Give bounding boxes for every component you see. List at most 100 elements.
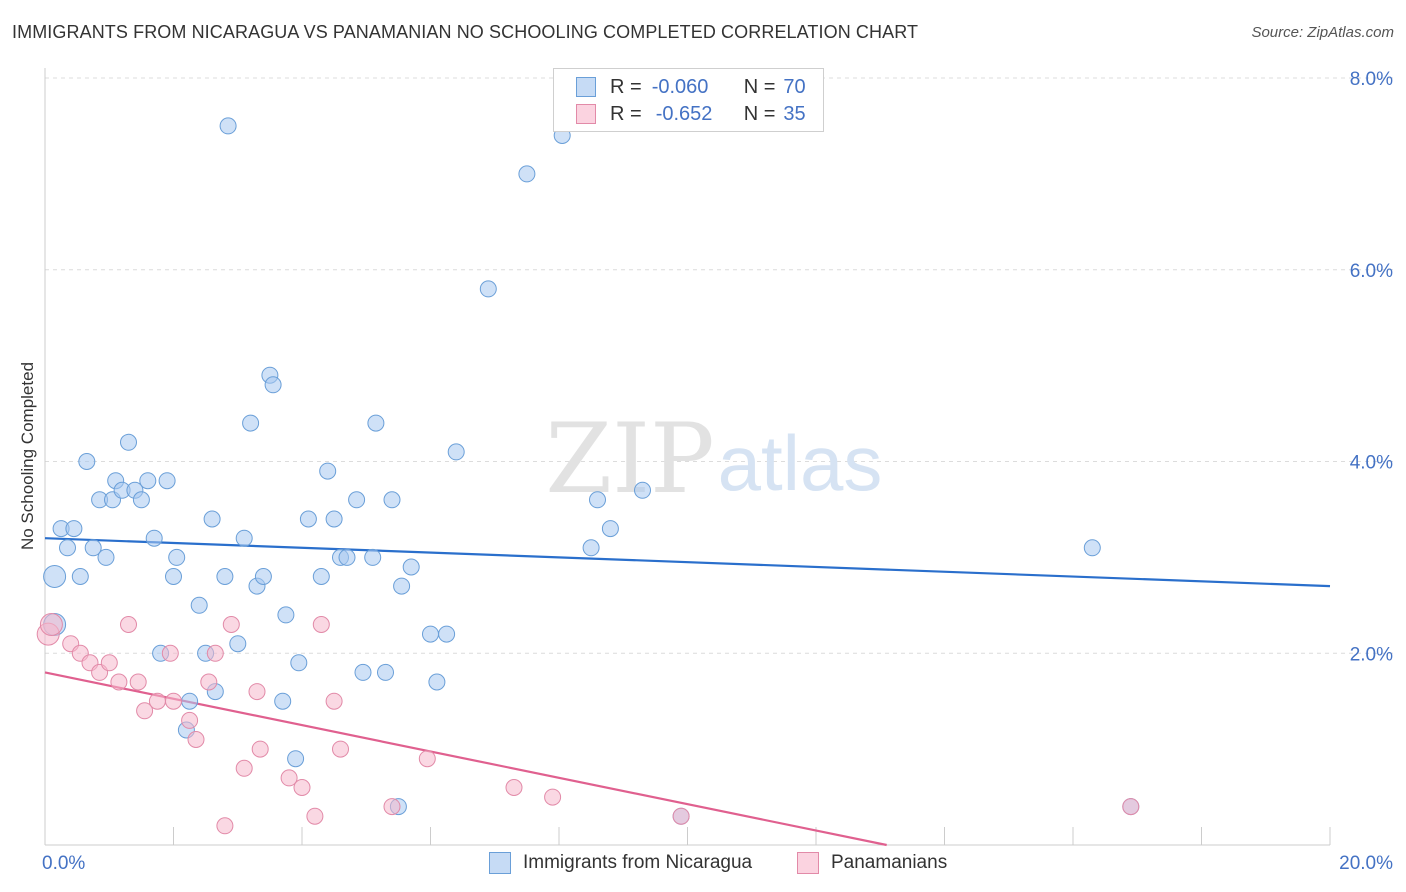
point-nicaragua [364, 548, 382, 566]
point-panamanians [216, 817, 234, 835]
point-nicaragua [97, 548, 115, 566]
correlation-legend: R = -0.060 N = 70 R = -0.652 N = 35 [553, 68, 824, 132]
point-nicaragua [601, 520, 619, 538]
point-nicaragua [447, 443, 465, 461]
point-nicaragua [216, 568, 234, 585]
chart-title: IMMIGRANTS FROM NICARAGUA VS PANAMANIAN … [12, 22, 919, 42]
point-nicaragua [158, 472, 176, 490]
point-nicaragua [589, 491, 606, 509]
point-panamanians [222, 616, 240, 633]
point-panamanians [505, 779, 523, 796]
point-panamanians [206, 644, 224, 662]
point-panamanians [251, 740, 269, 758]
trend-line-nicaragua [44, 537, 1331, 588]
point-panamanians [325, 692, 343, 710]
legend-label-panamanians: Panamanians [831, 852, 948, 873]
point-nicaragua [120, 433, 137, 451]
point-panamanians [248, 683, 266, 701]
point-nicaragua [518, 165, 536, 183]
data-points [36, 117, 1140, 835]
point-nicaragua [312, 568, 330, 585]
legend-label-nicaragua: Immigrants from Nicaragua [523, 852, 753, 873]
point-panamanians [312, 616, 330, 633]
point-panamanians [100, 654, 118, 672]
point-panamanians [293, 779, 311, 796]
point-nicaragua [274, 692, 292, 710]
point-panamanians [161, 644, 179, 662]
legend-r-label: R = [610, 75, 642, 98]
point-nicaragua [634, 481, 651, 499]
point-panamanians [383, 798, 401, 816]
point-nicaragua [59, 539, 76, 557]
legend-swatch-blue [576, 77, 596, 97]
point-panamanians [148, 692, 166, 710]
point-nicaragua [582, 539, 600, 557]
point-nicaragua [71, 568, 89, 585]
point-panamanians [672, 807, 690, 825]
point-nicaragua [383, 491, 401, 509]
point-nicaragua [438, 625, 456, 643]
legend-swatch-blue [489, 852, 511, 874]
point-nicaragua [277, 606, 295, 624]
point-panamanians [280, 769, 298, 787]
point-nicaragua [348, 491, 366, 509]
point-panamanians [165, 692, 182, 710]
point-panamanians [129, 673, 147, 691]
point-panamanians [120, 616, 137, 633]
point-panamanians [181, 711, 199, 729]
point-nicaragua [43, 565, 67, 588]
axes [44, 68, 1331, 846]
x-tick-label: 20.0% [1339, 853, 1393, 874]
point-panamanians [332, 740, 349, 758]
point-nicaragua [479, 280, 497, 298]
point-panamanians [306, 807, 324, 825]
legend-n-label: N = [743, 75, 776, 98]
legend-r-value: -0.060 [651, 75, 709, 98]
legend-item-nicaragua: Immigrants from Nicaragua [489, 852, 752, 874]
point-nicaragua [354, 663, 372, 681]
point-nicaragua [190, 596, 208, 614]
legend-swatch-pink [797, 852, 819, 874]
y-tick-label: 2.0% [1350, 644, 1393, 665]
point-nicaragua [319, 462, 337, 480]
point-nicaragua [132, 491, 150, 509]
point-panamanians [200, 673, 218, 691]
point-panamanians [110, 673, 128, 691]
watermark-atlas: atlas [718, 419, 883, 507]
legend-n-value: 70 [783, 75, 806, 98]
watermark-zip: ZIP [545, 403, 714, 515]
point-nicaragua [393, 577, 411, 595]
legend-item-panamanians: Panamanians [797, 852, 947, 874]
legend-n-label: N = [743, 102, 776, 125]
y-axis-label: No Schooling Completed [18, 362, 37, 550]
legend-row-nicaragua: R = -0.060 N = 70 [576, 74, 806, 100]
legend-row-panamanians: R = -0.652 N = 35 [576, 101, 806, 127]
point-panamanians [1122, 798, 1140, 816]
x-tick-label: 0.0% [42, 853, 85, 874]
y-tick-label: 6.0% [1350, 261, 1393, 282]
point-panamanians [136, 702, 154, 720]
point-nicaragua [165, 568, 182, 585]
tick-labels: 2.0% 4.0% 6.0% 8.0% 0.0% 20.0% [42, 69, 1393, 874]
watermark: ZIP atlas [545, 403, 882, 515]
point-nicaragua [264, 376, 282, 394]
point-nicaragua [78, 453, 96, 470]
point-panamanians [418, 750, 436, 768]
point-nicaragua [422, 625, 439, 643]
point-nicaragua [219, 117, 237, 135]
point-nicaragua [254, 568, 272, 585]
point-panamanians [39, 613, 63, 636]
legend-r-label: R = [610, 102, 642, 125]
point-nicaragua [299, 510, 317, 528]
grid-lines [45, 77, 1395, 654]
point-panamanians [187, 731, 205, 748]
point-nicaragua [181, 692, 199, 710]
point-nicaragua [203, 510, 221, 528]
series-legend: Immigrants from Nicaragua Panamanians [0, 852, 1406, 878]
legend-swatch-pink [576, 104, 596, 124]
chart-source: Source: ZipAtlas.com [1251, 24, 1394, 41]
point-nicaragua [290, 654, 308, 672]
point-nicaragua [338, 548, 356, 566]
point-nicaragua [325, 510, 343, 528]
